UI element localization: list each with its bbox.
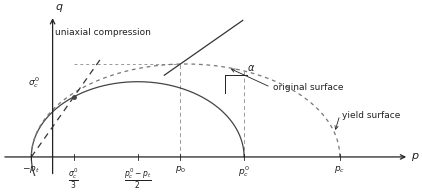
Text: $p_0$: $p_0$: [175, 164, 186, 175]
Text: $\dfrac{\sigma_c^0}{3}$: $\dfrac{\sigma_c^0}{3}$: [68, 167, 79, 191]
Text: uniaxial compression: uniaxial compression: [55, 29, 151, 37]
Text: $\dfrac{p_c^0-p_t}{2}$: $\dfrac{p_c^0-p_t}{2}$: [124, 167, 151, 191]
Text: $\sigma_c^0$: $\sigma_c^0$: [27, 75, 39, 90]
Text: $p_c^0$: $p_c^0$: [238, 164, 250, 179]
Text: $\alpha$: $\alpha$: [247, 63, 256, 73]
Text: $q$: $q$: [55, 3, 63, 14]
Text: $p$: $p$: [411, 151, 419, 163]
Text: $-p_t$: $-p_t$: [22, 164, 41, 175]
Text: yield surface: yield surface: [343, 111, 401, 120]
Text: $p_c$: $p_c$: [334, 164, 346, 175]
Text: original surface: original surface: [273, 83, 344, 92]
